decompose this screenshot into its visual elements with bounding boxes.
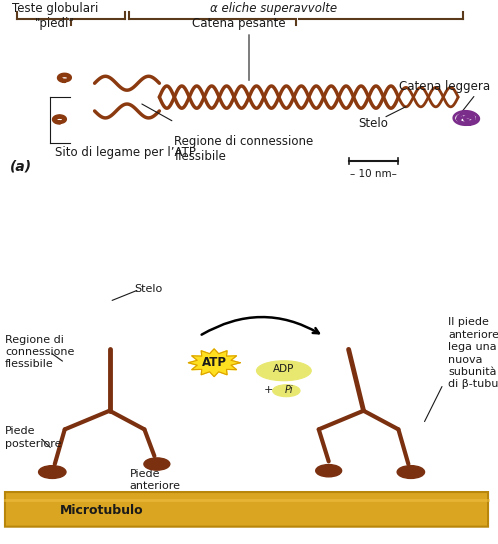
Text: Regione di connessione
flessibile: Regione di connessione flessibile: [174, 134, 314, 163]
Ellipse shape: [273, 385, 300, 397]
Ellipse shape: [39, 466, 66, 478]
Text: ADP: ADP: [273, 364, 294, 374]
Ellipse shape: [397, 466, 424, 478]
Ellipse shape: [256, 361, 311, 381]
Text: Regione di
connessione
flessibile: Regione di connessione flessibile: [5, 335, 74, 369]
Polygon shape: [188, 349, 240, 376]
Text: Stelo: Stelo: [359, 117, 388, 130]
Text: Sito di legame per l’ATP: Sito di legame per l’ATP: [55, 146, 196, 159]
Text: Stelo: Stelo: [134, 285, 163, 294]
Ellipse shape: [316, 465, 342, 477]
Text: α eliche superavvolte: α eliche superavvolte: [210, 2, 338, 15]
FancyBboxPatch shape: [5, 492, 488, 527]
Text: (a): (a): [10, 159, 32, 174]
Text: Microtubulo: Microtubulo: [60, 504, 143, 517]
Text: Piede
posteriore: Piede posteriore: [5, 426, 61, 449]
Text: Pi: Pi: [284, 385, 293, 395]
Text: Teste globulari
"piedi": Teste globulari "piedi": [11, 2, 98, 30]
Ellipse shape: [144, 458, 170, 470]
Text: Il piede
anteriore
lega una
nuova
subunità
di β-tubulina: Il piede anteriore lega una nuova subuni…: [448, 317, 498, 390]
Text: – 10 nm–: – 10 nm–: [350, 169, 397, 179]
Text: Catena leggera: Catena leggera: [399, 79, 491, 92]
Text: Catena pesante: Catena pesante: [192, 17, 286, 30]
Text: +: +: [264, 385, 273, 395]
Text: ATP: ATP: [202, 356, 227, 369]
Text: Piede
anteriore: Piede anteriore: [129, 469, 180, 491]
